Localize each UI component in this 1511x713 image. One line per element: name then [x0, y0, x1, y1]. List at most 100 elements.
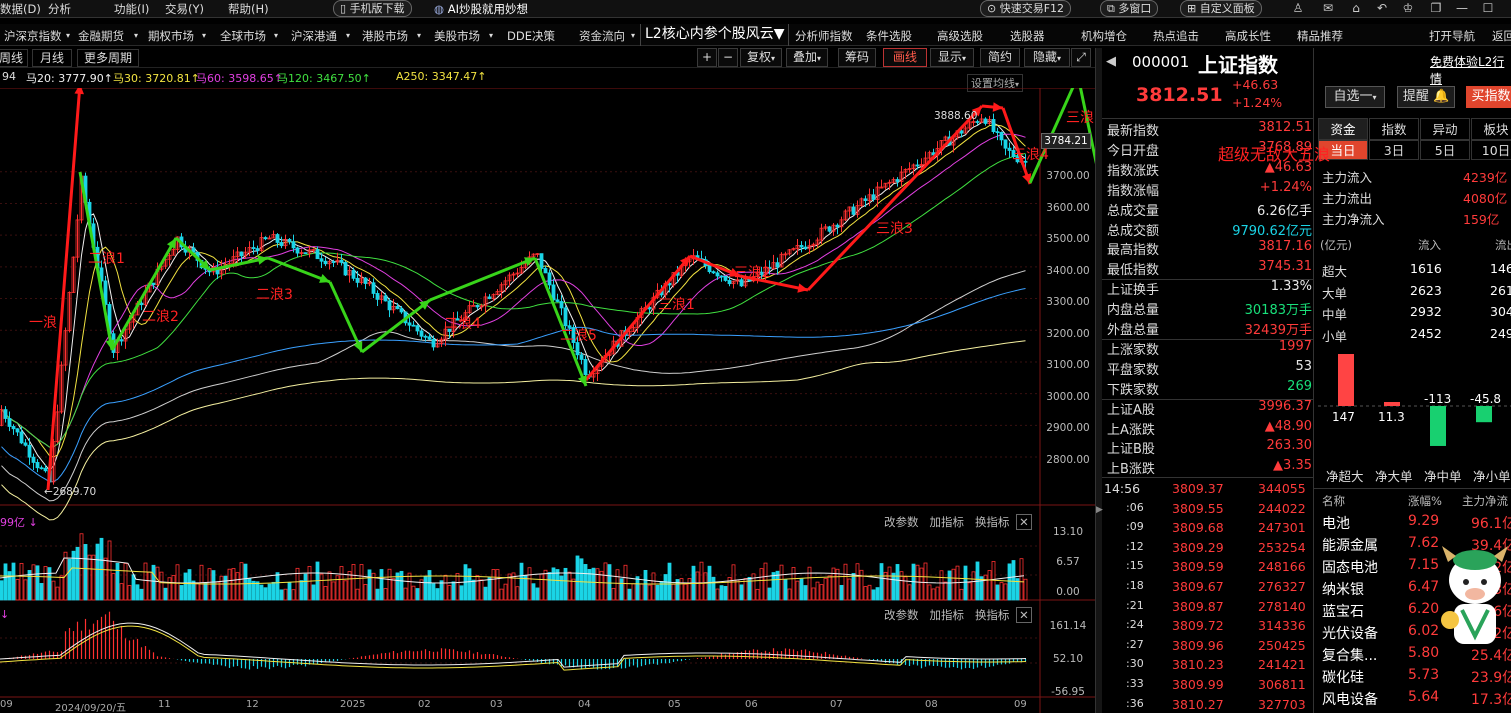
display-button[interactable]: 显示▾ [930, 48, 974, 67]
nav-hk[interactable]: 港股市场 [362, 29, 408, 43]
chips-button[interactable]: 筹码 [838, 48, 876, 67]
nav-condition[interactable]: 条件选股 [866, 29, 912, 43]
close-icon[interactable]: ✕ [1016, 607, 1032, 623]
menu-help[interactable]: 帮助(H) [228, 2, 269, 16]
volume-bar [531, 583, 536, 601]
nav-fund-flow[interactable]: 资金流向 [579, 29, 625, 43]
nav-connect[interactable]: 沪深港通 [291, 29, 337, 43]
subtab-3d[interactable]: 3日 [1369, 140, 1419, 160]
mascot-image[interactable] [1440, 540, 1510, 650]
kline-chart-area[interactable] [0, 88, 1095, 713]
nav-us[interactable]: 美股市场 [434, 29, 480, 43]
nav-growth[interactable]: 高成长性 [1225, 29, 1271, 43]
sector-header-pct[interactable]: 涨幅% [1408, 494, 1442, 508]
mobile-download-button[interactable]: ▯ 手机版下载 [333, 0, 412, 17]
mail-icon[interactable]: ✉ [1322, 1, 1334, 15]
custom-panel-button[interactable]: ⊞ 自定义面板 [1180, 0, 1262, 17]
fund-flow-value: 4080亿 [1463, 191, 1508, 206]
nav-futures[interactable]: 金融期货 [78, 29, 124, 43]
minimize-icon[interactable]: — [1456, 1, 1468, 15]
subtab-5d[interactable]: 5日 [1420, 140, 1470, 160]
overlay-button[interactable]: 叠加▾ [786, 48, 828, 67]
menu-data[interactable]: 数据(D) [0, 2, 41, 16]
panel-splitter[interactable] [1095, 48, 1102, 713]
nav-hot[interactable]: 热点追击 [1153, 29, 1199, 43]
volume-bar [983, 574, 988, 601]
alert-button[interactable]: 提醒 🔔 [1397, 86, 1455, 108]
back-icon[interactable]: ↶ [1376, 1, 1388, 15]
nav-picker[interactable]: 选股器 [1010, 29, 1045, 43]
quote-row-value: 263.30 [1266, 438, 1313, 454]
nav-open-guide[interactable]: 打开导航 [1429, 29, 1475, 43]
draw-line-button[interactable]: 画线 [883, 48, 927, 67]
menu-trade[interactable]: 交易(Y) [165, 2, 204, 16]
volume-bar [479, 579, 484, 601]
candle-body [283, 239, 288, 247]
simple-button[interactable]: 简约 [980, 48, 1020, 67]
nav-options[interactable]: 期权市场 [148, 29, 194, 43]
phone-icon: ▯ [340, 2, 347, 15]
nav-back[interactable]: 返回 [1492, 29, 1511, 43]
free-trial-link[interactable]: 免费体验L2行情 [1430, 55, 1505, 86]
adjust-button[interactable]: 复权▾ [740, 48, 782, 67]
close-icon[interactable]: ✕ [1016, 514, 1032, 530]
fullscreen-icon[interactable]: ⤢ [1071, 48, 1091, 67]
candle-body [711, 271, 716, 274]
nav-advanced[interactable]: 高级选股 [937, 29, 983, 43]
tick-price: 3809.37 [1172, 481, 1224, 496]
quote-row-value: 53 [1295, 358, 1312, 374]
watchlist-button[interactable]: 自选一▾ [1325, 86, 1385, 108]
zoom-out-button[interactable]: − [718, 48, 738, 67]
skin-icon[interactable]: ♔ [1402, 1, 1414, 15]
volume-bar [495, 569, 500, 601]
home-icon[interactable]: ⌂ [1352, 1, 1360, 15]
ai-stock-button[interactable]: ◍ AI炒股就用妙想 [434, 1, 528, 17]
period-week[interactable]: 周线 [0, 49, 28, 67]
volume-bar [163, 587, 168, 601]
macd-switch-indicator[interactable]: 换指标 [974, 608, 1010, 622]
volume-switch-indicator[interactable]: 换指标 [974, 515, 1010, 529]
quick-trade-button[interactable]: ⊙ 快速交易F12 [980, 0, 1072, 17]
multi-window-button[interactable]: ⧉ 多窗口 [1100, 0, 1159, 17]
subtab-today[interactable]: 当日 [1318, 140, 1368, 160]
macd-edit-params[interactable]: 改参数 [884, 608, 919, 622]
menu-analysis[interactable]: 分析 [48, 2, 71, 16]
volume-bar [827, 575, 832, 601]
tab-fund[interactable]: 资金 [1318, 118, 1368, 140]
volume-edit-params[interactable]: 改参数 [884, 515, 919, 529]
sector-name: 光伏设备 [1322, 626, 1378, 642]
tab-abnormal[interactable]: 异动 [1420, 118, 1470, 140]
macd-add-indicator[interactable]: 加指标 [929, 608, 964, 622]
user-icon[interactable]: ♙ [1292, 1, 1304, 15]
nav-index[interactable]: 沪深京指数 [4, 29, 62, 43]
menu-function[interactable]: 功能(I) [114, 2, 150, 16]
period-month[interactable]: 月线 [32, 49, 72, 67]
nav-inst[interactable]: 机构增仓 [1081, 29, 1127, 43]
nav-title-dropdown[interactable]: L2核心内参个股风云▼ [640, 24, 790, 46]
red-wave-arrow [46, 88, 82, 491]
nav-analyst[interactable]: 分析师指数 [795, 29, 853, 43]
candle-body [139, 302, 144, 306]
zoom-in-button[interactable]: + [697, 48, 717, 67]
tick-volume: 248166 [1258, 559, 1306, 575]
ma-settings-button[interactable]: 设置均线▾ [967, 74, 1024, 92]
sector-header-flow[interactable]: 主力净流 [1462, 494, 1508, 508]
nav-recommend[interactable]: 精品推荐 [1297, 29, 1343, 43]
ai-stock-label: AI炒股就用妙想 [447, 2, 528, 16]
buy-index-button[interactable]: 买指数 [1466, 86, 1511, 108]
wave-label-3-1: 三浪1 [658, 297, 695, 313]
nav-global[interactable]: 全球市场 [220, 29, 266, 43]
candle-body [327, 261, 332, 265]
expand-icon[interactable]: ◀ [1106, 54, 1116, 69]
maximize-icon[interactable]: ☐ [1482, 1, 1494, 15]
hide-button[interactable]: 隐藏▾ [1024, 48, 1070, 67]
collapse-arrow-icon[interactable]: ▶ [1096, 505, 1103, 515]
tab-index[interactable]: 指数 [1369, 118, 1419, 140]
nav-dde[interactable]: DDE决策 [507, 29, 555, 43]
subtab-10d[interactable]: 10日 [1471, 140, 1511, 160]
tab-sector[interactable]: 板块 [1471, 118, 1511, 140]
restore-icon[interactable]: ❐ [1430, 1, 1442, 15]
candle-body [447, 328, 452, 332]
volume-add-indicator[interactable]: 加指标 [929, 515, 964, 529]
period-more[interactable]: 更多周期 [77, 49, 139, 67]
